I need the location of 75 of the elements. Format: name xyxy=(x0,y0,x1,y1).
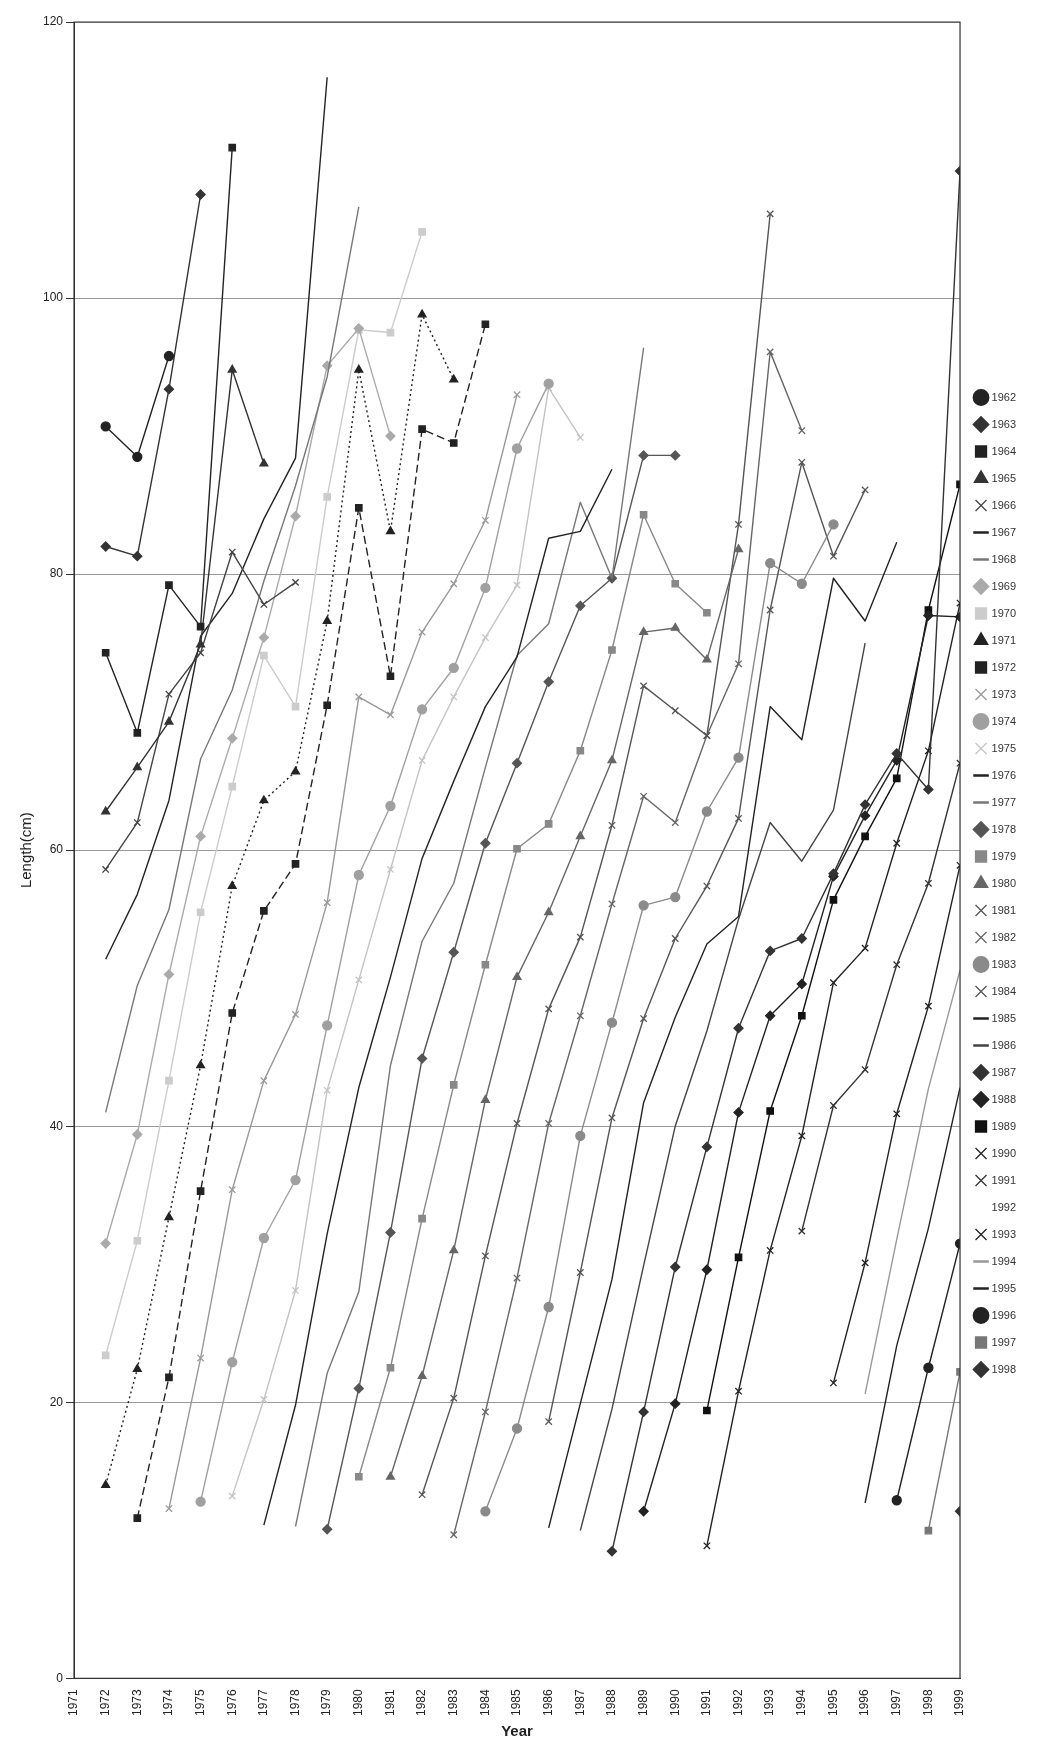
x-tick-label: 1986 xyxy=(540,1688,555,1717)
legend-label: 1973 xyxy=(991,687,1017,700)
legend-label: 1976 xyxy=(991,768,1017,781)
x-tick-label: 1998 xyxy=(920,1688,935,1717)
x-tick-label: 1991 xyxy=(699,1688,714,1717)
legend-label: 1987 xyxy=(991,1065,1017,1078)
x-tick-label: 1982 xyxy=(414,1688,429,1717)
x-tick-label: 1985 xyxy=(509,1688,524,1717)
legend-label: 1964 xyxy=(991,444,1017,457)
x-tick-label: 1971 xyxy=(66,1688,81,1717)
x-tick-label: 1974 xyxy=(161,1688,176,1717)
legend-label: 1990 xyxy=(991,1146,1017,1159)
legend-label: 1995 xyxy=(991,1281,1017,1294)
legend-label: 1983 xyxy=(991,957,1017,970)
legend-label: 1980 xyxy=(991,876,1017,889)
x-axis-title: Year xyxy=(501,1722,534,1740)
x-tick-label: 1972 xyxy=(97,1688,112,1717)
legend-label: 1965 xyxy=(991,471,1017,484)
x-tick-label: 1981 xyxy=(382,1688,397,1717)
y-tick-label: 60 xyxy=(49,842,64,857)
y-tick-label: 100 xyxy=(42,290,64,305)
legend-label: 1975 xyxy=(991,741,1017,754)
x-tick-label: 1984 xyxy=(477,1688,492,1717)
legend-label: 1966 xyxy=(991,498,1017,511)
x-tick-label: 1977 xyxy=(256,1688,271,1717)
y-tick-label: 0 xyxy=(56,1670,64,1685)
text: 1992 xyxy=(991,1200,1017,1213)
legend-label: 1996 xyxy=(991,1308,1017,1321)
x-tick-label: 1976 xyxy=(224,1688,239,1717)
x-tick-label: 1980 xyxy=(351,1688,366,1717)
legend-label: 1970 xyxy=(991,606,1017,619)
y-tick-label: 20 xyxy=(49,1394,64,1409)
y-tick-label: 80 xyxy=(49,566,64,581)
legend-label: 1985 xyxy=(991,1011,1017,1024)
legend-label: 1994 xyxy=(991,1254,1017,1267)
legend-label: 1993 xyxy=(991,1227,1017,1240)
legend-label: 1971 xyxy=(991,633,1017,646)
x-tick-label: 1987 xyxy=(572,1688,587,1717)
legend-label: 1981 xyxy=(991,903,1017,916)
legend-label: 1988 xyxy=(991,1092,1017,1105)
legend-label: 1962 xyxy=(991,390,1017,403)
y-axis-title: Length(cm) xyxy=(17,812,35,889)
legend-label: 1969 xyxy=(991,579,1017,592)
legend-label: 1974 xyxy=(991,714,1017,727)
legend-label: 1978 xyxy=(991,822,1017,835)
x-tick-label: 1995 xyxy=(825,1688,840,1717)
x-tick-label: 1994 xyxy=(794,1688,809,1717)
x-tick-label: 1997 xyxy=(889,1688,904,1717)
legend-label: 1998 xyxy=(991,1362,1017,1375)
legend-label: 1979 xyxy=(991,849,1017,862)
x-tick-label: 1999 xyxy=(952,1688,967,1717)
x-tick-label: 1996 xyxy=(857,1688,872,1717)
legend-label: 1986 xyxy=(991,1038,1017,1051)
x-tick-label: 1983 xyxy=(446,1688,461,1717)
legend-label: 1967 xyxy=(991,525,1017,538)
legend-label: 1972 xyxy=(991,660,1017,673)
x-tick-label: 1990 xyxy=(667,1688,682,1717)
legend-label: 1977 xyxy=(991,795,1017,808)
legend-label: 1982 xyxy=(991,930,1017,943)
x-tick-label: 1979 xyxy=(319,1688,334,1717)
legend-label: 1963 xyxy=(991,417,1017,430)
legend-label: 1997 xyxy=(991,1335,1017,1348)
x-tick-label: 1989 xyxy=(635,1688,650,1717)
x-tick-label: 1978 xyxy=(287,1688,302,1717)
legend-label: 1989 xyxy=(991,1119,1017,1132)
x-tick-label: 1988 xyxy=(604,1688,619,1717)
x-tick-label: 1992 xyxy=(730,1688,745,1717)
x-tick-label: 1973 xyxy=(129,1688,144,1717)
legend-label: 1968 xyxy=(991,552,1017,565)
y-tick-label: 40 xyxy=(49,1118,64,1133)
x-tick-label: 1993 xyxy=(762,1688,777,1717)
legend-label: 1984 xyxy=(991,984,1017,997)
x-tick-label: 1975 xyxy=(192,1688,207,1717)
legend-label: 1991 xyxy=(991,1173,1017,1186)
y-tick-label: 120 xyxy=(42,14,64,29)
